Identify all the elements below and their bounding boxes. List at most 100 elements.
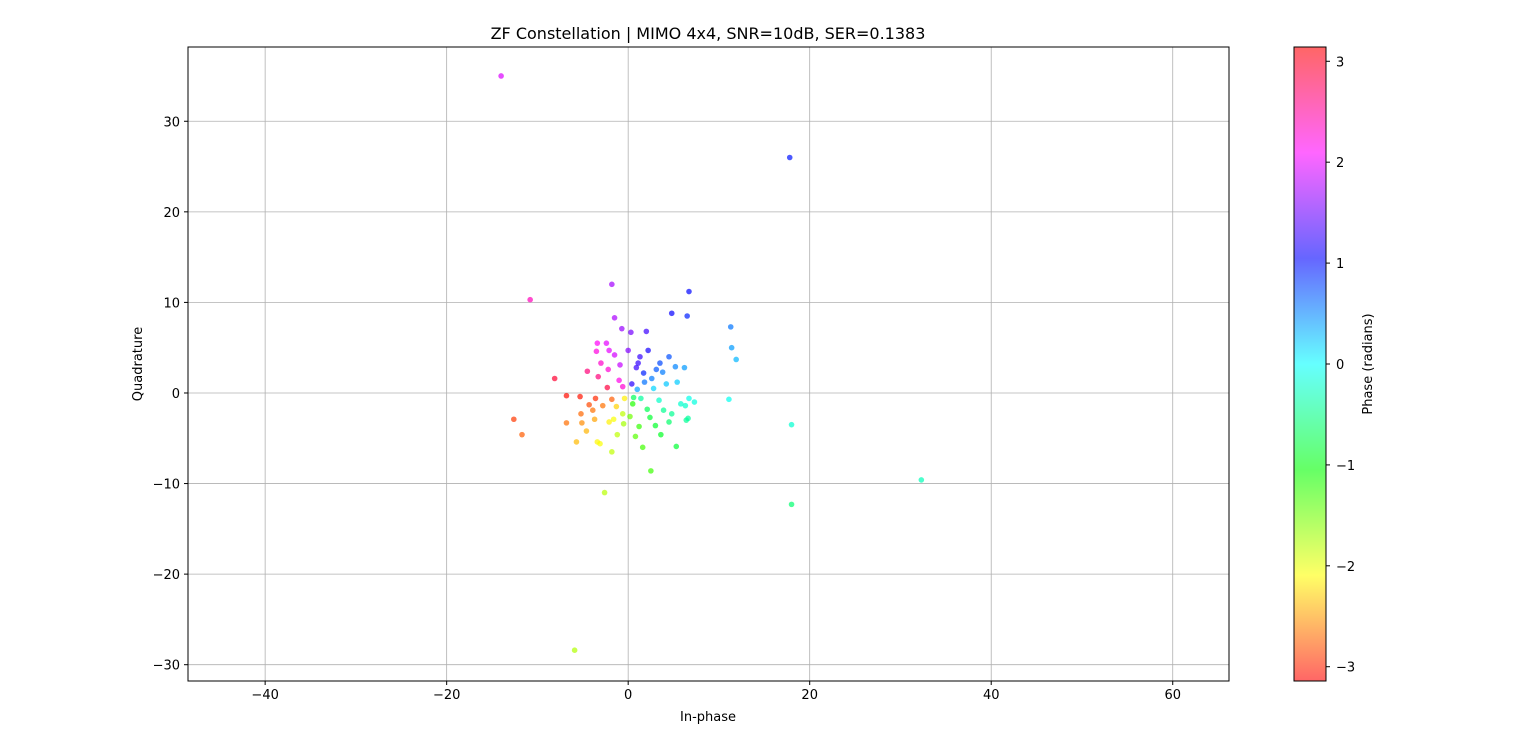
data-point	[788, 421, 795, 428]
data-point	[592, 395, 599, 402]
y-axis-label: Quadrature	[131, 327, 146, 401]
data-point	[918, 477, 925, 483]
data-point	[611, 352, 618, 358]
data-point	[788, 501, 795, 508]
y-axis-ticks: −30 −20 −10 0 10 20 30	[153, 115, 188, 674]
x-tick-label: 0	[624, 688, 632, 703]
data-point	[786, 154, 793, 161]
data-point	[598, 360, 604, 366]
data-point	[614, 431, 621, 438]
data-point	[681, 364, 688, 371]
data-point	[632, 433, 639, 440]
data-point	[637, 353, 643, 360]
data-point	[527, 296, 533, 303]
data-point	[498, 73, 504, 79]
colorbar-ticks: −3 −2 −1 0 1 2 3	[1326, 55, 1355, 676]
data-point	[674, 379, 680, 385]
data-point	[630, 394, 637, 401]
colorbar-tick-label: 2	[1336, 156, 1344, 171]
data-point	[606, 347, 612, 354]
data-point	[638, 395, 644, 402]
data-point	[644, 406, 651, 413]
data-point	[685, 415, 691, 422]
data-point	[658, 431, 664, 438]
data-point	[610, 416, 617, 423]
data-point	[727, 324, 734, 330]
x-tick-label: 40	[983, 688, 1000, 703]
data-point	[613, 403, 620, 410]
data-point	[593, 348, 600, 355]
data-point	[666, 353, 672, 360]
data-point	[586, 401, 592, 408]
data-point	[625, 347, 631, 354]
data-point	[684, 313, 690, 319]
data-point	[639, 444, 646, 451]
colorbar	[1293, 46, 1327, 682]
data-point	[563, 392, 570, 399]
data-point	[605, 366, 612, 373]
colorbar-label: Phase (radians)	[1361, 313, 1376, 414]
x-tick-label: 20	[801, 688, 818, 703]
data-point	[627, 413, 633, 420]
data-point	[617, 362, 623, 368]
data-point	[643, 328, 650, 335]
data-point	[672, 363, 679, 370]
x-axis-ticks: −40 −20 0 20 40 60	[251, 681, 1181, 703]
y-tick-label: 20	[163, 206, 180, 221]
data-point	[619, 325, 625, 332]
data-point	[636, 423, 642, 430]
data-point	[633, 364, 640, 371]
data-point	[648, 468, 654, 474]
data-point	[594, 340, 601, 346]
data-point	[563, 420, 570, 426]
grid	[188, 47, 1229, 681]
data-point	[733, 356, 739, 363]
data-point	[678, 401, 684, 407]
y-tick-label: −20	[153, 568, 180, 583]
data-point	[577, 393, 583, 400]
colorbar-tick-label: 0	[1336, 358, 1344, 373]
data-point	[621, 395, 628, 402]
data-point	[647, 414, 653, 421]
colorbar-tick-label: 3	[1336, 55, 1344, 70]
y-tick-label: −30	[153, 659, 180, 674]
data-point	[728, 344, 735, 351]
y-tick-label: −10	[153, 478, 180, 493]
data-point	[629, 401, 636, 407]
data-point	[645, 347, 651, 354]
data-point	[609, 396, 615, 403]
data-point	[611, 315, 618, 321]
data-point	[578, 411, 584, 417]
y-tick-label: 10	[163, 296, 180, 311]
colorbar-tick-label: 1	[1336, 257, 1344, 272]
data-point	[573, 439, 580, 445]
data-point	[640, 370, 647, 376]
chart-title: ZF Constellation | MIMO 4x4, SNR=10dB, S…	[491, 24, 926, 43]
data-point	[652, 422, 659, 429]
y-tick-label: 0	[172, 387, 180, 402]
data-point	[682, 402, 689, 409]
data-point	[673, 443, 680, 450]
data-point	[663, 381, 670, 387]
data-point	[589, 407, 596, 413]
data-point	[551, 375, 558, 382]
x-tick-label: −40	[251, 688, 278, 703]
data-point	[635, 360, 641, 366]
data-point	[601, 489, 608, 496]
data-point	[668, 310, 675, 317]
data-point	[511, 416, 517, 423]
data-point	[609, 449, 615, 455]
plot-frame	[187, 46, 1230, 682]
data-point	[660, 407, 667, 413]
colorbar-tick-label: −3	[1336, 661, 1355, 676]
data-point	[584, 368, 591, 375]
x-tick-label: 60	[1164, 688, 1181, 703]
y-tick-label: 30	[163, 115, 180, 130]
data-point	[666, 419, 672, 425]
data-point	[686, 395, 692, 402]
data-point	[629, 381, 635, 387]
data-point	[597, 440, 603, 447]
data-point	[648, 375, 655, 382]
data-point	[691, 399, 698, 405]
